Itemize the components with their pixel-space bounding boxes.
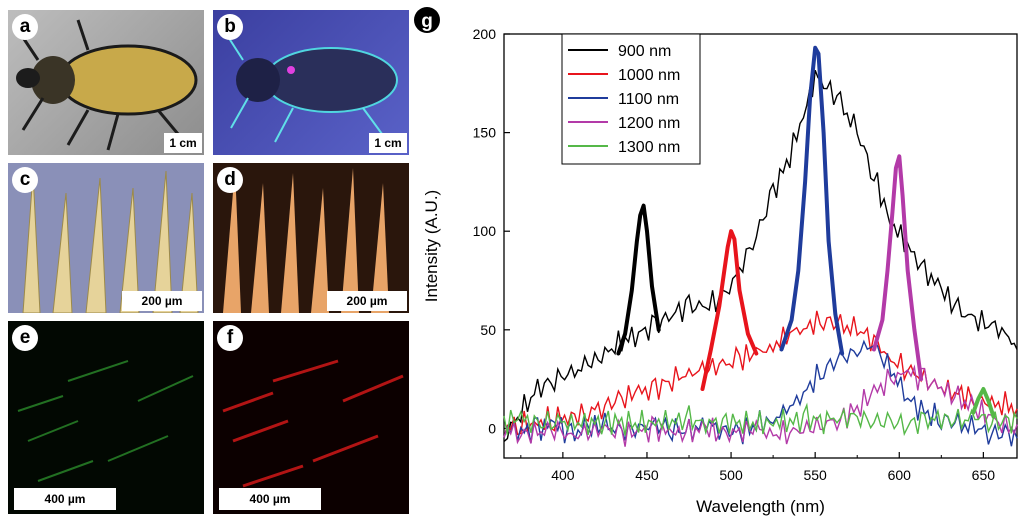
- fluorescence-red: f 400 µm: [213, 321, 409, 514]
- scale-bar-d: 200 µm: [327, 291, 407, 311]
- micrograph-hairs-dark: d 200 µm: [213, 163, 409, 313]
- photo-beetle-white-light: a 1 cm: [8, 10, 204, 155]
- panel-label-a: a: [12, 14, 38, 40]
- beetle-uv-illustration: [224, 31, 398, 143]
- x-tick-label: 500: [719, 467, 743, 483]
- x-tick-label: 650: [972, 467, 996, 483]
- panel-label-b: b: [217, 14, 243, 40]
- legend-label: 1200 nm: [618, 115, 680, 132]
- scale-bar-f: 400 µm: [219, 488, 321, 510]
- peak-line-2: [779, 45, 845, 356]
- legend-label: 1300 nm: [618, 139, 680, 156]
- plot-area: 400 450 500 550 600 650 0 50 100 150 200 900 nm 1000…: [473, 26, 1018, 483]
- y-axis-label: Intensity (A.U.): [422, 190, 441, 302]
- series-line-1200-nm: [503, 364, 1018, 447]
- panel-label-g-circle: [414, 7, 440, 33]
- scale-bar-a: 1 cm: [164, 133, 202, 153]
- hairs-dark-illustration: [223, 168, 389, 313]
- green-fluorescence-illustration: [17, 360, 194, 482]
- series-line-1300-nm: [503, 402, 1018, 437]
- legend-label: 1100 nm: [618, 91, 679, 108]
- plot-frame: [503, 33, 1018, 459]
- x-axis-label: Wavelength (nm): [696, 497, 825, 516]
- panel-label-c: c: [12, 167, 38, 193]
- x-tick-label: 600: [888, 467, 912, 483]
- photo-beetle-uv-light: b 1 cm: [213, 10, 409, 155]
- scale-bar-c: 200 µm: [122, 291, 202, 311]
- micrograph-hairs-white-light: c 200 µm: [8, 163, 204, 313]
- x-tick-label: 400: [551, 467, 575, 483]
- peak-line-4: [971, 387, 996, 419]
- x-tick-label: 450: [635, 467, 659, 483]
- y-tick-label: 100: [473, 223, 497, 239]
- legend-label: 1000 nm: [618, 67, 680, 84]
- legend-label: 900 nm: [618, 43, 671, 60]
- panel-label-d: d: [217, 167, 243, 193]
- y-tick-label: 150: [473, 125, 497, 141]
- y-tick-label: 0: [488, 420, 496, 436]
- panel-label-g: g: [421, 11, 433, 32]
- x-tick-label: 550: [803, 467, 827, 483]
- y-tick-label: 200: [473, 26, 497, 42]
- panel-label-e: e: [12, 325, 38, 351]
- y-tick-label: 50: [480, 322, 496, 338]
- beetle-illustration: [16, 19, 198, 151]
- peak-line-1: [700, 229, 759, 391]
- scale-bar-e: 400 µm: [14, 488, 116, 510]
- series-line-1100-nm: [503, 339, 1018, 447]
- panel-label-f: f: [217, 325, 243, 351]
- emission-spectra-chart: g 400 450 500 550 600 650 0 50 100 150 200 900 nm 10…: [414, 7, 1018, 516]
- peak-line-3: [872, 154, 924, 382]
- hairs-illustration: [22, 170, 199, 313]
- peak-line-0: [616, 203, 661, 356]
- series-line-900-nm: [503, 69, 1018, 442]
- scale-bar-b: 1 cm: [369, 133, 407, 153]
- fluorescence-green: e 400 µm: [8, 321, 204, 514]
- red-fluorescence-illustration: [222, 359, 404, 488]
